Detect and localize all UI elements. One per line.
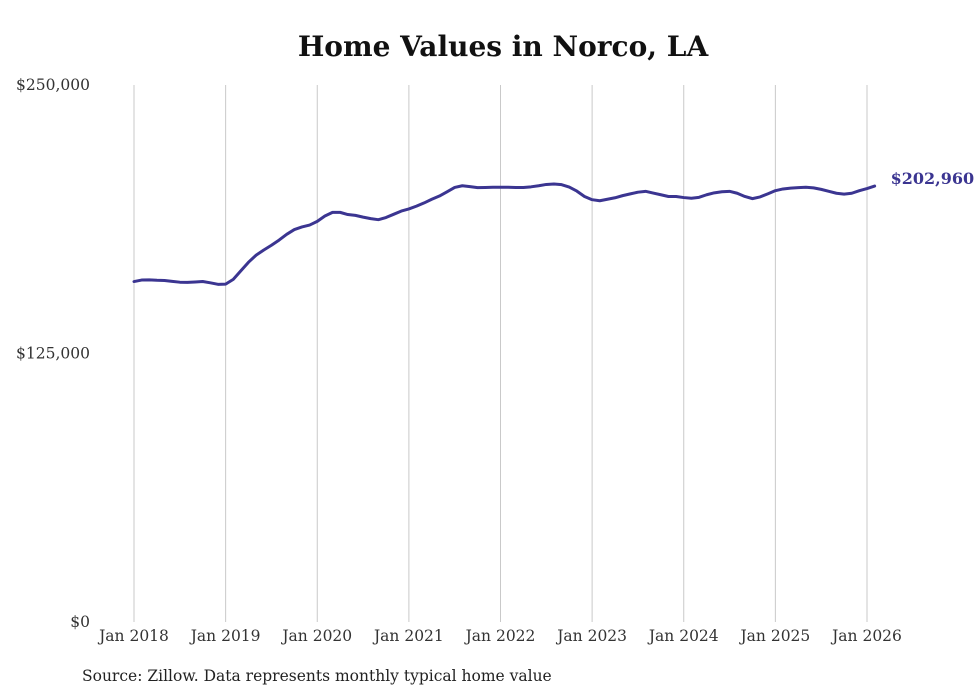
x-tick-label: Jan 2021: [372, 627, 444, 645]
x-axis-ticks: Jan 2018 Jan 2019 Jan 2020 Jan 2021 Jan 2022…: [97, 627, 902, 645]
x-tick-label: Jan 2025: [738, 627, 810, 645]
end-value-label: $202,960: [891, 169, 975, 188]
gridlines: [133, 85, 868, 622]
x-tick-label: Jan 2019: [189, 627, 261, 645]
x-tick-label: Jan 2018: [97, 627, 169, 645]
y-tick-label: $250,000: [16, 76, 90, 94]
y-tick-label: $0: [70, 613, 90, 631]
y-tick-label: $125,000: [16, 345, 90, 363]
x-tick-label: Jan 2022: [464, 627, 536, 645]
source-note: Source: Zillow. Data represents monthly …: [82, 667, 552, 685]
y-axis-ticks: $0 $125,000 $250,000: [16, 76, 90, 631]
chart-title: Home Values in Norco, LA: [297, 30, 709, 63]
series-line-0: [132, 182, 877, 286]
x-tick-label: Jan 2026: [830, 627, 902, 645]
x-tick-label: Jan 2023: [555, 627, 627, 645]
series: [132, 182, 877, 286]
x-tick-label: Jan 2024: [647, 627, 719, 645]
x-tick-label: Jan 2020: [280, 627, 352, 645]
